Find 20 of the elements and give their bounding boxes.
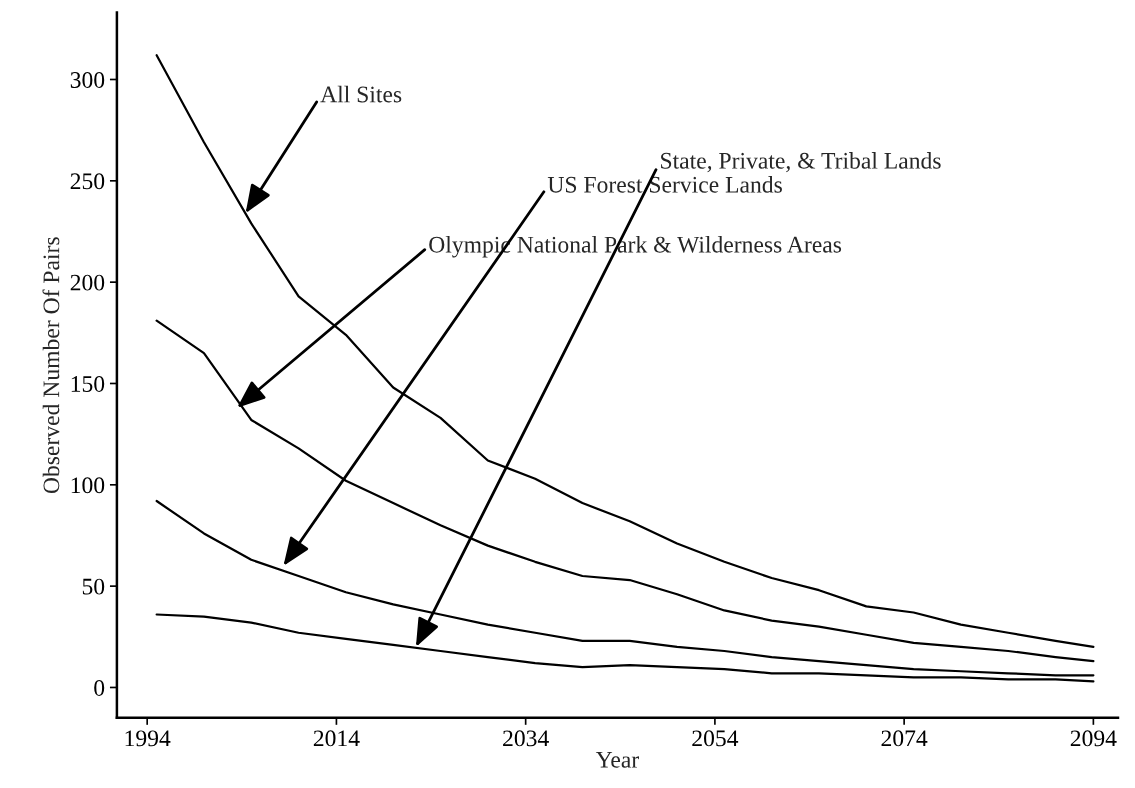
y-tick-label: 150 bbox=[71, 375, 105, 392]
annotation: All Sites bbox=[320, 85, 402, 103]
x-tick-label: 2094 bbox=[1070, 730, 1117, 747]
y-tick-label: 250 bbox=[70, 173, 105, 190]
y-tick-label: 0 bbox=[94, 679, 105, 696]
x-tick-label: 2014 bbox=[313, 730, 360, 747]
annotation: State, Private, & Tribal Lands bbox=[661, 152, 941, 173]
line-series bbox=[155, 54, 1095, 649]
x-axis-title: Year bbox=[595, 752, 639, 768]
y-axis-title: Observed Number Of Pairs bbox=[42, 237, 60, 494]
x-tick-label: 2074 bbox=[881, 730, 928, 747]
y-tick-label: 100 bbox=[71, 477, 105, 494]
line-series bbox=[155, 613, 1095, 683]
y-tick-label: 200 bbox=[70, 274, 105, 291]
x-tick-label: 2034 bbox=[503, 730, 549, 747]
x-tick-label: 2054 bbox=[692, 730, 739, 747]
annotation: US Forest Service Lands bbox=[547, 176, 782, 193]
y-tick-label: 300 bbox=[70, 71, 105, 88]
y-tick-label: 50 bbox=[82, 578, 105, 595]
x-tick-label: 1994 bbox=[125, 730, 171, 747]
